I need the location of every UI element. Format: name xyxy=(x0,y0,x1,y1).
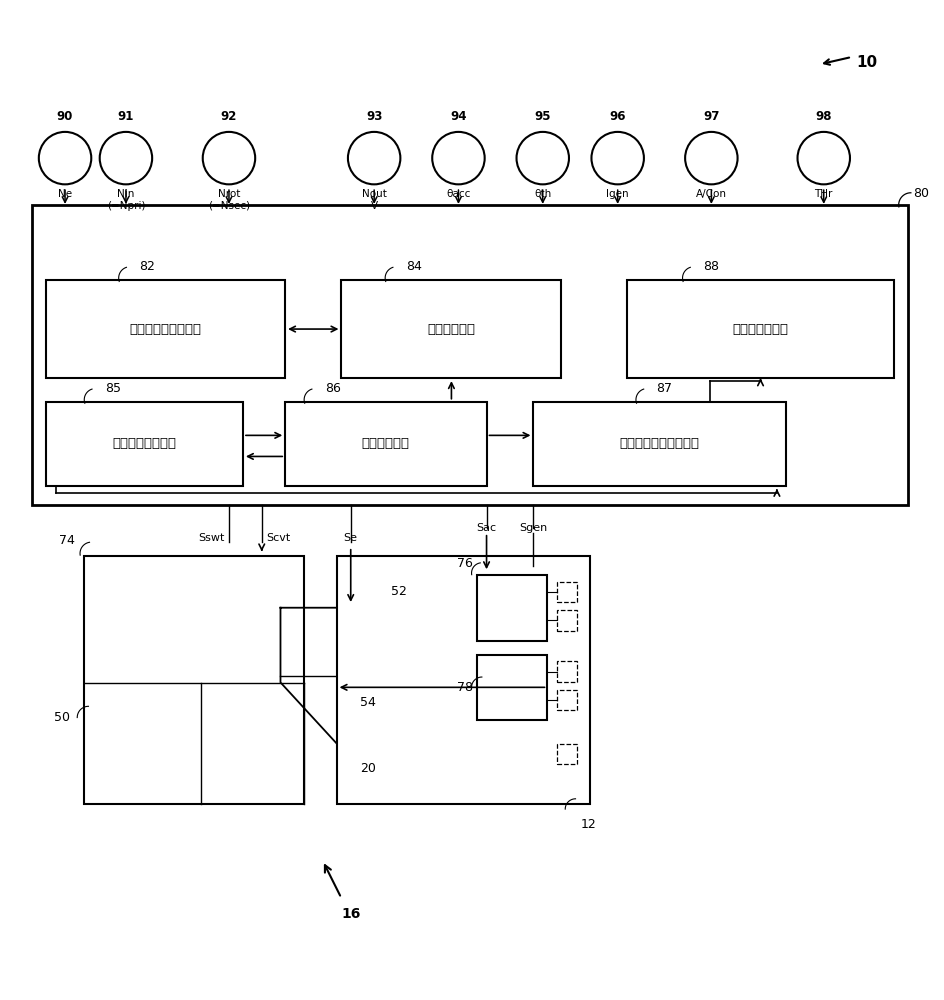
Text: Nout
V: Nout V xyxy=(362,189,386,211)
Text: 振动判定单元: 振动判定单元 xyxy=(362,437,410,450)
Text: 54: 54 xyxy=(360,696,376,709)
Text: 85: 85 xyxy=(105,382,121,395)
Text: 50: 50 xyxy=(54,711,70,724)
Text: 95: 95 xyxy=(534,110,550,123)
Bar xyxy=(477,575,547,641)
Text: 10: 10 xyxy=(855,55,877,70)
Text: 87: 87 xyxy=(656,382,672,395)
Text: 96: 96 xyxy=(609,110,625,123)
Text: 80: 80 xyxy=(912,187,928,200)
Bar xyxy=(46,280,285,378)
Text: 94: 94 xyxy=(449,110,466,123)
Text: Ne: Ne xyxy=(58,189,72,199)
Bar xyxy=(341,280,561,378)
Text: Se: Se xyxy=(344,533,358,543)
Bar xyxy=(84,556,304,804)
Bar xyxy=(477,655,547,720)
Text: 90: 90 xyxy=(57,110,74,123)
Bar xyxy=(470,566,587,729)
Text: 变速控制单元: 变速控制单元 xyxy=(427,323,475,336)
Text: 93: 93 xyxy=(365,110,382,123)
Text: 行驶状态判定单元: 行驶状态判定单元 xyxy=(112,437,177,450)
Text: 82: 82 xyxy=(139,260,155,273)
Bar xyxy=(32,205,907,505)
Text: THr: THr xyxy=(814,189,832,199)
Text: 86: 86 xyxy=(325,382,340,395)
Bar xyxy=(532,402,785,486)
Text: Sgen: Sgen xyxy=(518,523,547,533)
Bar xyxy=(556,744,577,764)
Text: Scvt: Scvt xyxy=(266,533,291,543)
Bar xyxy=(556,661,577,682)
Text: A/Con: A/Con xyxy=(695,189,726,199)
Text: Sac: Sac xyxy=(476,523,497,533)
Text: 20: 20 xyxy=(360,762,376,775)
Text: 12: 12 xyxy=(580,818,596,831)
Text: Nrot
(=Nsec): Nrot (=Nsec) xyxy=(208,189,250,211)
Text: 84: 84 xyxy=(405,260,421,273)
Text: 16: 16 xyxy=(341,907,360,921)
Text: 52: 52 xyxy=(391,585,407,598)
Text: Igen: Igen xyxy=(606,189,629,199)
Text: 91: 91 xyxy=(118,110,134,123)
Text: 92: 92 xyxy=(221,110,237,123)
Text: 98: 98 xyxy=(815,110,831,123)
Text: 97: 97 xyxy=(702,110,718,123)
Text: 88: 88 xyxy=(702,260,718,273)
Text: 发动机输出控制单元: 发动机输出控制单元 xyxy=(129,323,201,336)
Text: θth: θth xyxy=(533,189,550,199)
Bar xyxy=(556,610,577,631)
Text: 74: 74 xyxy=(59,534,75,547)
Bar xyxy=(556,582,577,602)
Bar xyxy=(556,690,577,710)
Text: θacc: θacc xyxy=(446,189,470,199)
Bar xyxy=(627,280,893,378)
Text: 78: 78 xyxy=(456,681,472,694)
Text: Sswt: Sswt xyxy=(197,533,224,543)
Text: 76: 76 xyxy=(456,557,472,570)
Bar xyxy=(336,556,589,804)
Text: Nin
(=Npri): Nin (=Npri) xyxy=(107,189,145,211)
Text: 半接合控制单元: 半接合控制单元 xyxy=(732,323,787,336)
Bar xyxy=(46,402,243,486)
Text: 其他路径状态设定单元: 其他路径状态设定单元 xyxy=(619,437,700,450)
Bar xyxy=(285,402,486,486)
